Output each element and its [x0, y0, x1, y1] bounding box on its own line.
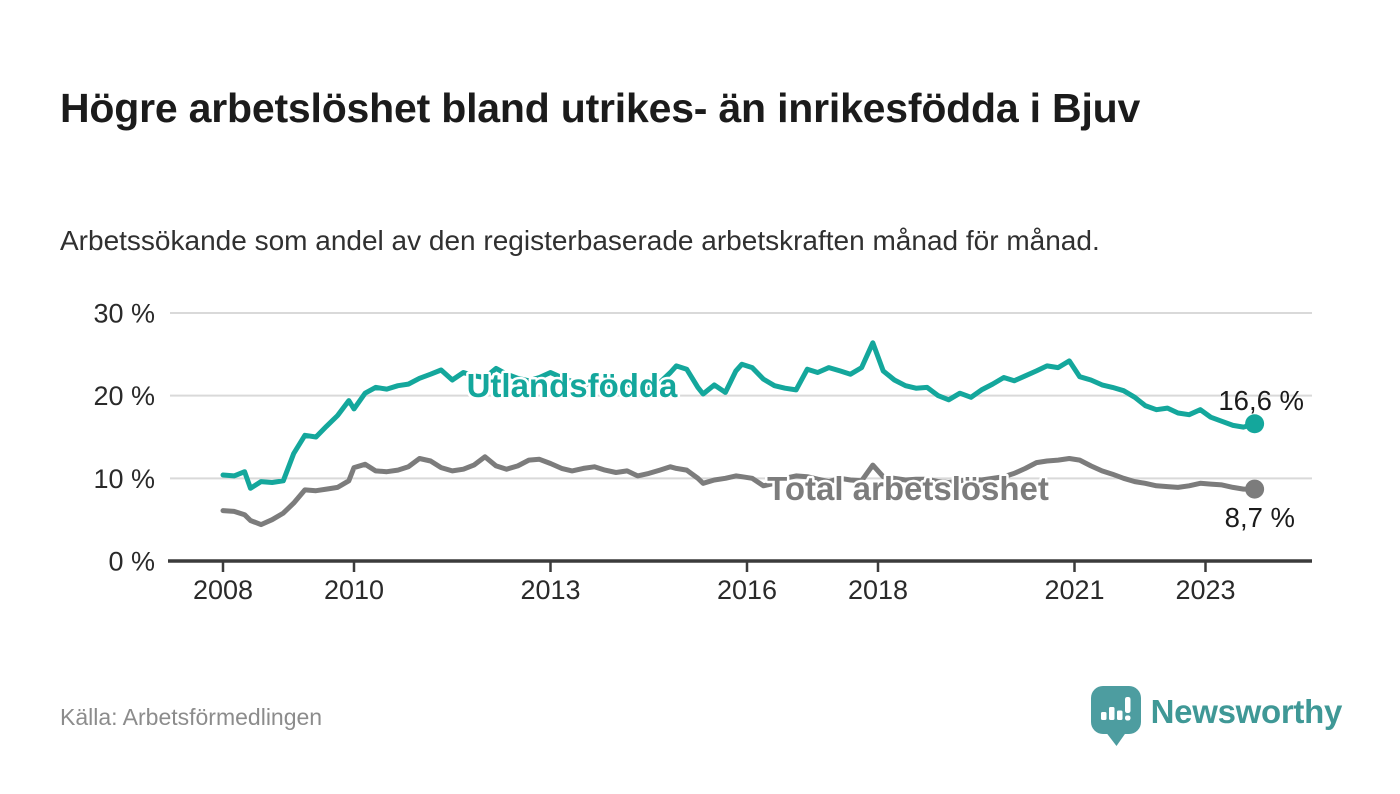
x-tick-label: 2016	[717, 575, 777, 605]
series-label-utlandsf-dda: Utlandsfödda	[467, 367, 678, 404]
series-line-total-arbetsl-shet	[220, 454, 1258, 528]
source-attribution: Källa: Arbetsförmedlingen	[60, 704, 323, 730]
y-tick-label: 10 %	[93, 464, 155, 494]
page-subtitle: Arbetssökande som andel av den registerb…	[60, 225, 1100, 256]
exclamation-dot-icon	[1124, 715, 1131, 721]
y-tick-label: 0 %	[108, 547, 155, 577]
bar-icon-tall	[1108, 707, 1115, 720]
series-end-dot-total-arbetsl-shet	[1245, 479, 1265, 499]
series-end-dot-utlandsf-dda	[1245, 414, 1265, 434]
speech-bubble-tail	[1104, 731, 1127, 746]
x-tick-label: 2010	[324, 575, 384, 605]
y-tick-label: 20 %	[93, 381, 155, 411]
bar-icon-medium	[1116, 710, 1123, 720]
newsworthy-brand: Newsworthy	[1090, 684, 1342, 748]
newsworthy-bubble-chart-icon	[1090, 686, 1141, 746]
bar-icon-small	[1100, 712, 1107, 720]
series-label-total-arbetsl-shet: Total arbetslöshet	[767, 470, 1049, 507]
latest-value-annotation: 8,7 %	[1225, 502, 1295, 533]
x-tick-label: 2018	[848, 575, 908, 605]
exclamation-bar-icon	[1124, 697, 1131, 713]
x-tick-label: 2021	[1044, 575, 1104, 605]
latest-value-annotation: 16,6 %	[1218, 385, 1304, 416]
x-tick-label: 2013	[520, 575, 580, 605]
page-title: Högre arbetslöshet bland utrikes- än inr…	[60, 85, 1141, 132]
speech-bubble-shape	[1090, 686, 1141, 734]
series-line-utlandsf-dda	[220, 340, 1258, 491]
x-tick-label: 2023	[1175, 575, 1235, 605]
newsworthy-wordmark: Newsworthy	[1150, 693, 1343, 730]
unemployment-line-chart: 2008 2010 2013 2016 2018 2021 2023 0 % 10 % 20 % 3…	[93, 298, 1312, 605]
x-tick-label: 2008	[193, 575, 253, 605]
y-tick-label: 30 %	[93, 298, 155, 328]
